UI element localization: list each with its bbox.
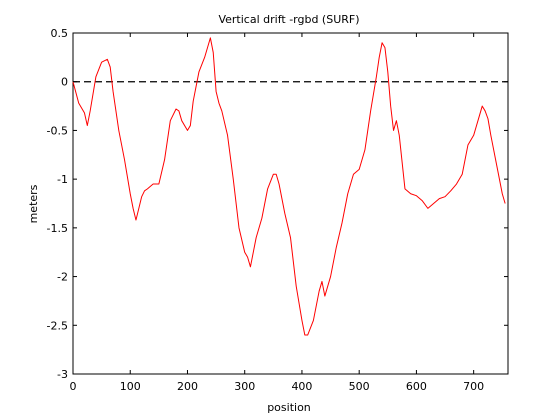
series-line-0	[72, 37, 506, 336]
x-axis-label: position	[267, 401, 311, 414]
axes-frame	[72, 32, 509, 375]
y-tick-label: -2	[57, 271, 68, 284]
x-tick-label: 0	[70, 380, 77, 393]
y-tick-label: -1	[57, 173, 68, 186]
x-tick-label: 200	[177, 380, 198, 393]
x-tick-label: 100	[120, 380, 141, 393]
x-tick-label: 500	[349, 380, 370, 393]
chart-title: Vertical drift -rgbd (SURF)	[218, 13, 359, 26]
y-tick-label: -1.5	[47, 222, 68, 235]
x-tick-label: 600	[406, 380, 427, 393]
y-tick-label: -3	[57, 368, 68, 381]
x-tick-label: 400	[291, 380, 312, 393]
y-axis-label: meters	[27, 184, 40, 223]
x-axis-ticks: 0 100 200 300 400 500 600 700	[70, 33, 484, 393]
plot-area	[72, 32, 509, 375]
y-tick-label: -2.5	[47, 319, 68, 332]
x-tick-label: 300	[234, 380, 255, 393]
y-tick-label: -0.5	[47, 124, 68, 137]
x-tick-label: 700	[463, 380, 484, 393]
y-tick-label: 0	[61, 76, 68, 89]
y-tick-label: 0.5	[51, 27, 69, 40]
y-axis-ticks: 0.5 0 -0.5 -1 -1.5 -2 -2.5 -3	[47, 27, 508, 381]
